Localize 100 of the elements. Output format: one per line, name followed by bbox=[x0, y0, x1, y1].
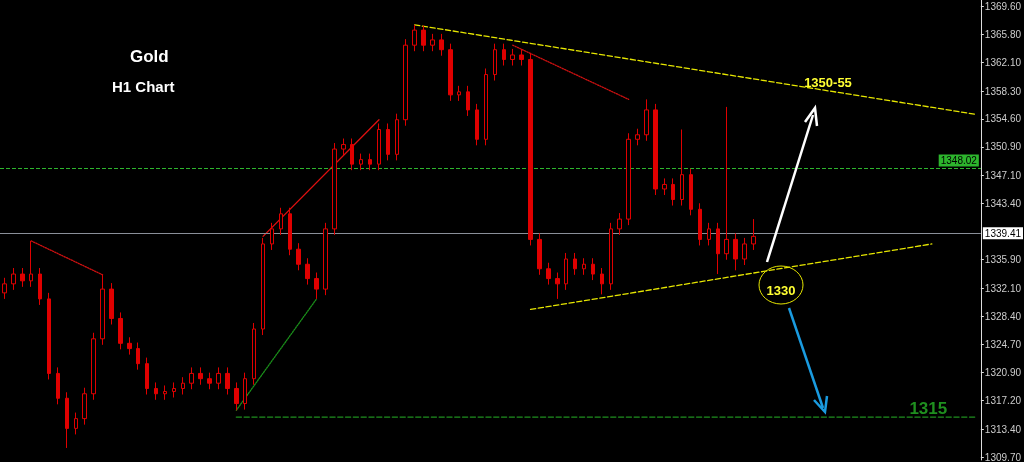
candlestick bbox=[421, 25, 426, 52]
candlestick bbox=[564, 252, 568, 291]
candlestick bbox=[65, 391, 69, 449]
candlestick bbox=[609, 222, 613, 291]
y-tick-label: 1324.70 bbox=[984, 338, 1022, 350]
candlestick bbox=[377, 122, 381, 171]
candlestick bbox=[100, 274, 105, 346]
candlestick bbox=[733, 232, 738, 271]
candlestick bbox=[109, 282, 114, 325]
y-tick-label: 1358.30 bbox=[984, 85, 1022, 97]
y-tick-label: 1335.90 bbox=[984, 254, 1022, 266]
candlestick bbox=[635, 128, 640, 146]
y-tick-label: 1369.60 bbox=[984, 0, 1022, 12]
ref-line-label: 1339.41 bbox=[984, 227, 1022, 239]
candlestick bbox=[341, 138, 346, 156]
candlestick bbox=[270, 222, 274, 251]
candlestick bbox=[680, 129, 684, 207]
text: H1 Chart bbox=[112, 78, 175, 95]
candlestick bbox=[626, 132, 631, 226]
candlestick bbox=[314, 272, 319, 300]
candlestick bbox=[216, 366, 221, 390]
candlestick bbox=[600, 267, 604, 295]
candlestick bbox=[591, 257, 595, 281]
candlestick bbox=[181, 376, 185, 396]
candlestick bbox=[243, 372, 247, 411]
y-tick-label: 1328.40 bbox=[984, 310, 1022, 322]
candlestick bbox=[20, 267, 25, 288]
candlestick bbox=[662, 177, 667, 196]
candlestick bbox=[91, 332, 96, 401]
candlestick bbox=[439, 33, 444, 57]
candlestick bbox=[323, 222, 328, 296]
candlestick bbox=[252, 322, 256, 386]
y-tick-label: 1317.20 bbox=[984, 395, 1022, 407]
candlestick bbox=[617, 212, 622, 236]
candlestick bbox=[189, 366, 194, 390]
candlestick bbox=[359, 153, 363, 171]
ref-line-label: 1348.02 bbox=[940, 155, 978, 166]
y-tick-label: 1347.10 bbox=[984, 169, 1022, 181]
candlestick bbox=[225, 366, 230, 396]
candlestick bbox=[198, 366, 203, 386]
candlestick bbox=[163, 384, 167, 401]
candlestick bbox=[430, 33, 435, 52]
candlestick bbox=[716, 222, 720, 275]
candlestick bbox=[519, 48, 524, 66]
candlestick bbox=[510, 48, 515, 66]
candlestick bbox=[502, 43, 506, 66]
y-tick-label: 1332.10 bbox=[984, 282, 1022, 294]
candlestick bbox=[332, 142, 337, 236]
y-tick-label: 1320.90 bbox=[984, 367, 1022, 379]
candlestick bbox=[74, 412, 78, 435]
candlestick bbox=[127, 336, 132, 356]
candlestick bbox=[582, 257, 586, 276]
y-tick-label: 1354.60 bbox=[984, 113, 1022, 125]
candlestick bbox=[305, 257, 310, 286]
candlestick bbox=[698, 202, 702, 246]
candlestick bbox=[528, 52, 533, 246]
candlestick bbox=[573, 252, 577, 276]
candlestick bbox=[724, 106, 729, 261]
annotation: 1350-55 bbox=[804, 74, 852, 90]
candlestick bbox=[234, 381, 239, 411]
candlestick bbox=[350, 138, 354, 171]
candlestick bbox=[395, 113, 399, 161]
candlestick bbox=[118, 311, 123, 350]
candlestick bbox=[742, 237, 747, 266]
candlestick bbox=[207, 372, 212, 390]
y-tick-label: 1365.80 bbox=[984, 29, 1022, 41]
candlestick bbox=[368, 153, 372, 171]
candlestick bbox=[493, 43, 497, 82]
y-tick-label: 1309.70 bbox=[984, 451, 1022, 462]
candlestick bbox=[136, 342, 140, 371]
candlestick bbox=[689, 168, 693, 216]
candlestick bbox=[457, 85, 461, 102]
candlestick bbox=[403, 38, 408, 127]
candlestick bbox=[82, 387, 87, 426]
candlestick bbox=[751, 218, 756, 251]
candlestick bbox=[484, 68, 488, 146]
candlestick bbox=[546, 262, 551, 286]
candlestick bbox=[466, 85, 470, 117]
candlestick bbox=[154, 381, 158, 401]
candlestick bbox=[412, 24, 417, 52]
candlestick bbox=[279, 207, 283, 236]
candlestick bbox=[29, 240, 33, 288]
candlestick bbox=[537, 232, 542, 276]
candlestick bbox=[644, 98, 649, 142]
y-tick-label: 1350.90 bbox=[984, 141, 1022, 153]
candlestick bbox=[38, 267, 42, 306]
candlestick bbox=[172, 381, 176, 399]
candlestick bbox=[261, 237, 265, 336]
candlestick bbox=[11, 267, 16, 291]
candlestick bbox=[653, 103, 658, 196]
candlestick bbox=[288, 207, 292, 256]
candlestick bbox=[475, 103, 479, 146]
candlestick bbox=[145, 357, 149, 396]
y-tick-label: 1343.40 bbox=[984, 197, 1022, 209]
candlestick bbox=[555, 272, 560, 300]
candlestick bbox=[2, 277, 7, 300]
text: Gold bbox=[130, 47, 169, 66]
series-label: 1315 bbox=[909, 398, 948, 418]
candlestick bbox=[671, 177, 675, 207]
y-tick-label: 1362.10 bbox=[984, 56, 1022, 68]
